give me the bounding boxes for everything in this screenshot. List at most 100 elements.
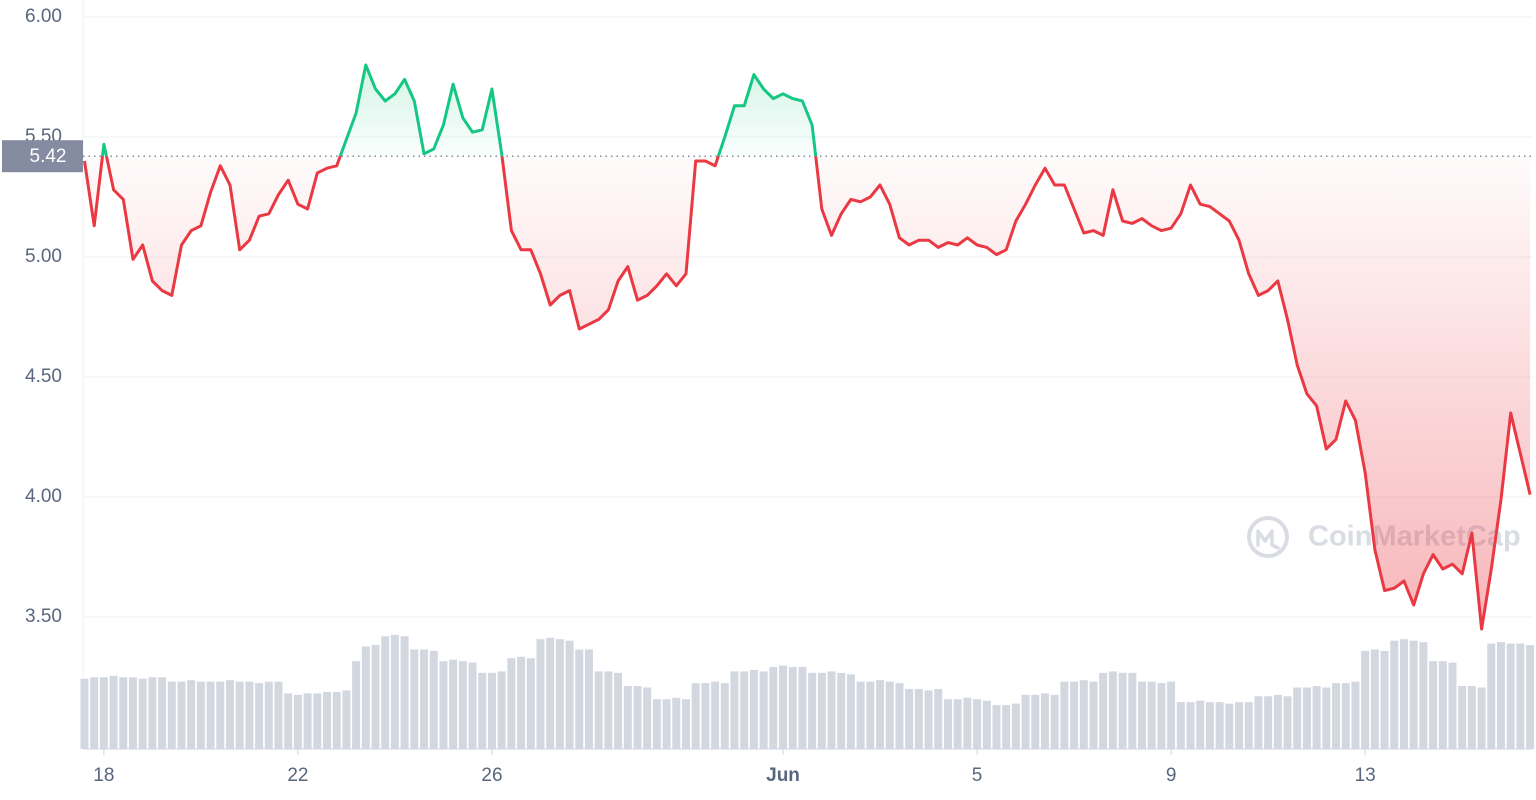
- volume-bar: [119, 677, 128, 749]
- volume: [80, 634, 1535, 749]
- volume-bar: [284, 693, 293, 749]
- baseline-label: 5.42: [30, 146, 67, 167]
- volume-bar: [1011, 703, 1020, 749]
- volume-bar: [1283, 696, 1292, 749]
- x-tick-label: 5: [972, 765, 983, 786]
- volume-bar: [1448, 662, 1457, 749]
- volume-bar: [313, 693, 322, 749]
- volume-bar: [332, 691, 341, 749]
- baseline-label-box: [2, 140, 83, 173]
- volume-bar: [963, 697, 972, 749]
- volume-bar: [856, 681, 865, 749]
- volume-bar: [1390, 640, 1399, 749]
- volume-bar: [342, 690, 351, 749]
- volume-bar: [1060, 681, 1069, 749]
- volume-bar: [1089, 681, 1098, 749]
- volume-bar: [672, 697, 681, 749]
- volume-bar: [1302, 687, 1311, 749]
- volume-bar: [429, 650, 438, 749]
- volume-bar: [1341, 683, 1350, 749]
- volume-bar: [323, 691, 332, 749]
- volume-bar: [255, 683, 264, 749]
- volume-bar: [1099, 672, 1108, 749]
- volume-bar: [303, 693, 312, 749]
- volume-bar: [90, 677, 99, 749]
- volume-bar: [497, 671, 506, 749]
- volume-bar: [390, 634, 399, 749]
- volume-bar: [953, 699, 962, 749]
- price: [83, 63, 1533, 631]
- volume-bar: [1438, 661, 1447, 749]
- volume-bar: [905, 688, 914, 749]
- volume-bar: [1225, 703, 1234, 749]
- y-tick-label: 4.00: [25, 486, 62, 507]
- y-tick-label: 6.00: [25, 6, 62, 27]
- volume-bar: [691, 683, 700, 749]
- volume-bar: [1070, 681, 1079, 749]
- volume-bar: [1186, 702, 1195, 749]
- price-line-below: [83, 156, 1532, 631]
- volume-bar: [827, 671, 836, 749]
- volume-bar: [264, 681, 273, 749]
- volume-bar: [439, 661, 448, 749]
- volume-bar: [730, 671, 739, 749]
- volume-bar: [1176, 702, 1185, 749]
- volume-bar: [225, 680, 234, 749]
- volume-bar: [99, 677, 108, 749]
- volume-bar: [1351, 681, 1360, 749]
- volume-bar: [1167, 681, 1176, 749]
- volume-bar: [274, 681, 283, 749]
- volume-bar: [876, 680, 885, 749]
- volume-bar: [410, 649, 419, 749]
- volume-bar: [1128, 672, 1137, 749]
- volume-bar: [536, 639, 545, 749]
- volume-bar: [158, 677, 167, 749]
- volume-bar: [584, 649, 593, 749]
- volume-bar: [555, 639, 564, 749]
- x-tick-label: Jun: [766, 765, 800, 786]
- volume-bar: [1079, 680, 1088, 749]
- volume-bar: [206, 681, 215, 749]
- volume-bar: [1399, 639, 1408, 749]
- volume-bar: [371, 645, 380, 749]
- x-tick-label: 13: [1355, 765, 1376, 786]
- volume-bar: [643, 687, 652, 749]
- volume-bar: [633, 686, 642, 749]
- volume-bar: [604, 671, 613, 749]
- volume-bar: [1215, 702, 1224, 749]
- watermark-logo-mark: [1256, 529, 1280, 550]
- volume-bar: [293, 694, 302, 749]
- volume-bar: [914, 688, 923, 749]
- volume-bar: [943, 699, 952, 749]
- volume-bar: [109, 675, 118, 749]
- volume-bar: [1458, 686, 1467, 749]
- x-tick-label: 18: [93, 765, 114, 786]
- volume-bar: [381, 636, 390, 749]
- volume-bar: [468, 662, 477, 749]
- volume-bar: [662, 699, 671, 749]
- volume-bar: [216, 681, 225, 749]
- volume-bar: [788, 667, 797, 749]
- volume-bar: [177, 681, 186, 749]
- x-tick-label: 9: [1166, 765, 1177, 786]
- volume-bar: [167, 681, 176, 749]
- volume-bar: [1137, 681, 1146, 749]
- y-tick-label: 4.50: [25, 366, 62, 387]
- volume-bar: [1496, 642, 1505, 749]
- volume-bar: [187, 680, 196, 749]
- volume-bar: [1516, 643, 1525, 749]
- volume-bar: [924, 690, 933, 749]
- x-tick-label: 26: [481, 765, 502, 786]
- volume-bar: [1273, 694, 1282, 749]
- volume-bar: [1196, 700, 1205, 749]
- y-tick-label: 3.50: [25, 606, 62, 627]
- volume-bar: [196, 681, 205, 749]
- volume-bar: [245, 681, 254, 749]
- volume-bar: [1205, 702, 1214, 749]
- volume-bar: [759, 671, 768, 749]
- volume-bar: [992, 705, 1001, 749]
- volume-bar: [148, 677, 157, 749]
- volume-bar: [1419, 642, 1428, 749]
- volume-bar: [420, 649, 429, 749]
